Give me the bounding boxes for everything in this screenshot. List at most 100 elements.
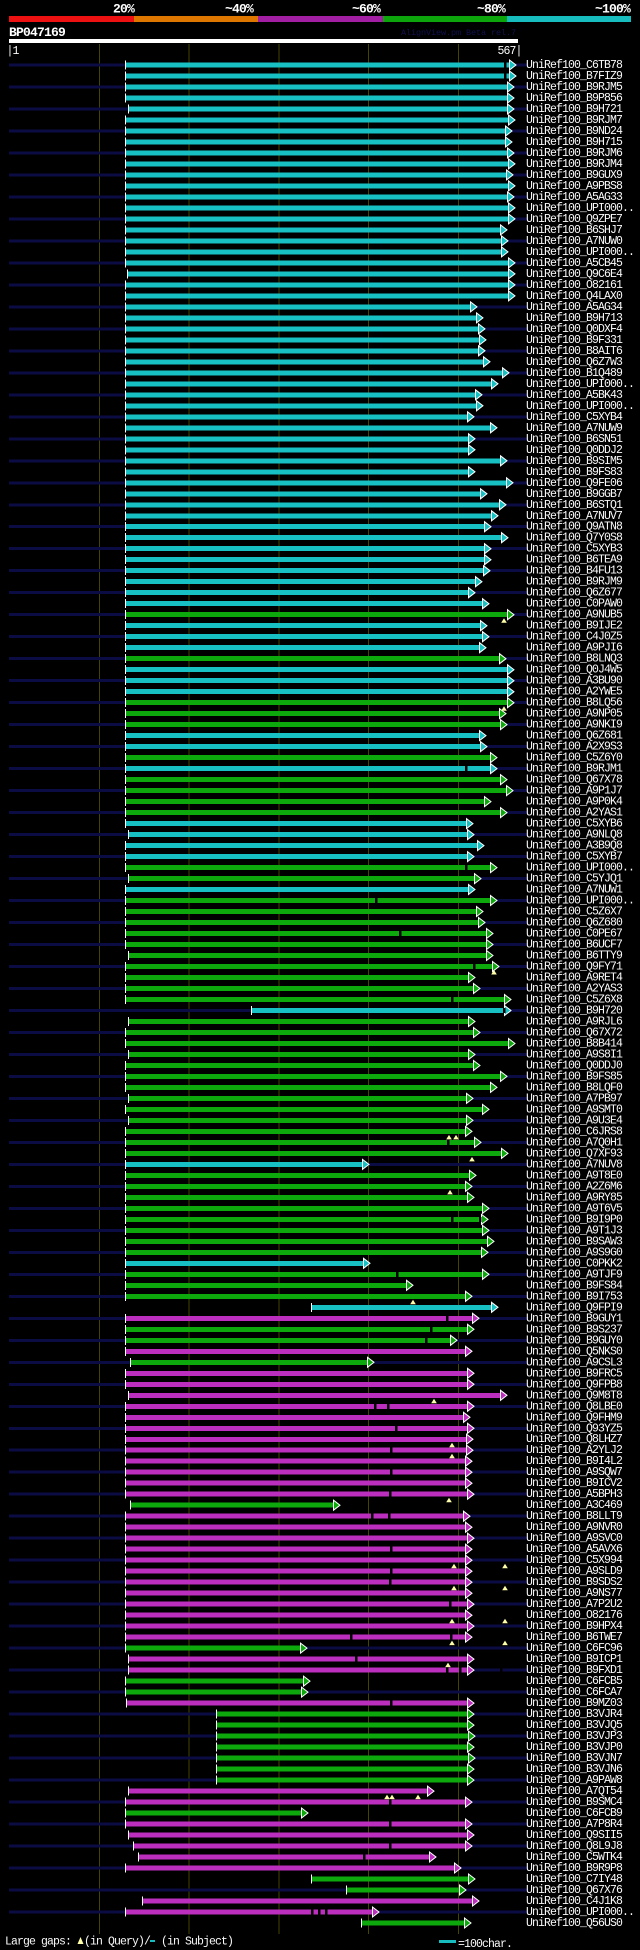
svg-text:UniRef100_B9RJM6: UniRef100_B9RJM6 (526, 147, 623, 160)
svg-text:UniRef100_B8LNQ3: UniRef100_B8LNQ3 (526, 653, 623, 666)
svg-text:UniRef100_A7NUV7: UniRef100_A7NUV7 (526, 510, 622, 523)
svg-text:UniRef100_B9I9P0: UniRef100_B9I9P0 (526, 1213, 623, 1226)
svg-text:UniRef100_B3VJP0: UniRef100_B3VJP0 (526, 1741, 623, 1754)
svg-text:UniRef100_A9NLQ8: UniRef100_A9NLQ8 (526, 829, 623, 842)
svg-text:UniRef100_C4J0Z5: UniRef100_C4J0Z5 (526, 631, 623, 644)
svg-text:UniRef100_B9GUY0: UniRef100_B9GUY0 (526, 1334, 623, 1347)
svg-text:UniRef100_B9F331: UniRef100_B9F331 (526, 334, 623, 347)
svg-text:UniRef100_A2X9S3: UniRef100_A2X9S3 (526, 741, 623, 754)
svg-text:UniRef100_A9NP05: UniRef100_A9NP05 (526, 708, 623, 721)
svg-text:UniRef100_Q9SII5: UniRef100_Q9SII5 (526, 1829, 623, 1842)
svg-text:=100char.: =100char. (458, 1938, 512, 1950)
svg-text:~60%: ~60% (352, 2, 381, 17)
svg-text:UniRef100_B9ICP1: UniRef100_B9ICP1 (526, 1653, 623, 1666)
svg-text:UniRef100_Q9ZPE7: UniRef100_Q9ZPE7 (526, 213, 622, 226)
svg-text:UniRef100_Q5NKS0: UniRef100_Q5NKS0 (526, 1345, 623, 1358)
svg-text:UniRef100_A9PBS8: UniRef100_A9PBS8 (526, 180, 623, 193)
svg-text:UniRef100_A7PB97: UniRef100_A7PB97 (526, 1092, 622, 1105)
svg-text:UniRef100_C4J1K8: UniRef100_C4J1K8 (526, 1895, 623, 1908)
svg-text:~80%: ~80% (477, 2, 506, 17)
svg-text:(in Query)/: (in Query)/ (84, 1936, 151, 1949)
svg-text:~100%: ~100% (595, 2, 631, 17)
svg-text:UniRef100_A9PJI6: UniRef100_A9PJI6 (526, 642, 623, 655)
svg-text:UniRef100_A7P8R4: UniRef100_A7P8R4 (526, 1818, 623, 1831)
svg-text:UniRef100_A9SLD9: UniRef100_A9SLD9 (526, 1565, 623, 1578)
svg-text:UniRef100_C6FCB9: UniRef100_C6FCB9 (526, 1807, 623, 1820)
svg-text:UniRef100_A7NUW0: UniRef100_A7NUW0 (526, 235, 623, 248)
svg-text:UniRef100_A9S8I1: UniRef100_A9S8I1 (526, 1049, 623, 1062)
svg-text:UniRef100_B9ICV2: UniRef100_B9ICV2 (526, 1477, 623, 1490)
svg-text:UniRef100_A7NUW1: UniRef100_A7NUW1 (526, 884, 623, 897)
svg-text:AlignView.pm Beta rel.7: AlignView.pm Beta rel.7 (401, 28, 516, 38)
svg-text:UniRef100_A9NS77: UniRef100_A9NS77 (526, 1587, 622, 1600)
svg-text:UniRef100_Q67X78: UniRef100_Q67X78 (526, 774, 623, 787)
svg-text:20%: 20% (113, 2, 135, 17)
svg-text:UniRef100_B9SAW3: UniRef100_B9SAW3 (526, 1235, 623, 1248)
svg-text:UniRef100_B3VJR4: UniRef100_B3VJR4 (526, 1708, 623, 1721)
svg-text:UniRef100_Q6Z680: UniRef100_Q6Z680 (526, 917, 623, 930)
svg-text:UniRef100_A9SQW7: UniRef100_A9SQW7 (526, 1466, 622, 1479)
svg-text:UniRef100_A9T8E0: UniRef100_A9T8E0 (526, 1169, 623, 1182)
svg-text:UniRef100_A9RY85: UniRef100_A9RY85 (526, 1191, 623, 1204)
svg-text:UniRef100_B6TTY9: UniRef100_B6TTY9 (526, 950, 623, 963)
svg-text:UniRef100_C5XYB7: UniRef100_C5XYB7 (526, 851, 622, 864)
svg-text:UniRef100_A9S9G0: UniRef100_A9S9G0 (526, 1246, 623, 1259)
svg-text:UniRef100_B3VJN6: UniRef100_B3VJN6 (526, 1763, 623, 1776)
svg-text:UniRef100_C5XYB3: UniRef100_C5XYB3 (526, 543, 623, 556)
svg-text:UniRef100_B9GUY1: UniRef100_B9GUY1 (526, 1312, 623, 1325)
svg-text:UniRef100_Q9FPB8: UniRef100_Q9FPB8 (526, 1378, 623, 1391)
svg-text:UniRef100_C6TB78: UniRef100_C6TB78 (526, 59, 623, 72)
svg-text:UniRef100_Q6Z7W3: UniRef100_Q6Z7W3 (526, 356, 623, 369)
svg-text:UniRef100_C5Z6Y0: UniRef100_C5Z6Y0 (526, 752, 623, 765)
svg-text:UniRef100_B6TEA9: UniRef100_B6TEA9 (526, 554, 623, 567)
svg-text:UniRef100_A3C469: UniRef100_A3C469 (526, 1499, 623, 1512)
svg-text:UniRef100_A3BU90: UniRef100_A3BU90 (526, 675, 623, 688)
svg-text:UniRef100_B9H715: UniRef100_B9H715 (526, 136, 623, 149)
svg-text:UniRef100_Q4LAX0: UniRef100_Q4LAX0 (526, 290, 623, 303)
svg-text:UniRef100_A5BK43: UniRef100_A5BK43 (526, 389, 623, 402)
svg-text:UniRef100_C0PE67: UniRef100_C0PE67 (526, 928, 622, 941)
svg-text:UniRef100_C5WTK4: UniRef100_C5WTK4 (526, 1851, 623, 1864)
svg-text:Large gaps:: Large gaps: (5, 1936, 71, 1949)
svg-text:UniRef100_A3B9Q8: UniRef100_A3B9Q8 (526, 840, 623, 853)
svg-text:UniRef100_B7FIZ9: UniRef100_B7FIZ9 (526, 70, 623, 83)
svg-text:UniRef100_C0PKK2: UniRef100_C0PKK2 (526, 1257, 623, 1270)
svg-text:UniRef100_B9FS83: UniRef100_B9FS83 (526, 466, 623, 479)
svg-text:UniRef100_A5AG33: UniRef100_A5AG33 (526, 191, 623, 204)
svg-text:UniRef100_A7P2U2: UniRef100_A7P2U2 (526, 1598, 623, 1611)
svg-text:UniRef100_A9P1J7: UniRef100_A9P1J7 (526, 785, 622, 798)
svg-text:UniRef100_Q8LHZ7: UniRef100_Q8LHZ7 (526, 1433, 622, 1446)
svg-text:UniRef100_C7IY48: UniRef100_C7IY48 (526, 1873, 623, 1886)
svg-text:UniRef100_B9IJE2: UniRef100_B9IJE2 (526, 620, 623, 633)
svg-text:UniRef100_B9GUX9: UniRef100_B9GUX9 (526, 169, 623, 182)
svg-text:UniRef100_C6FC96: UniRef100_C6FC96 (526, 1642, 623, 1655)
svg-text:UniRef100_C5YJQ1: UniRef100_C5YJQ1 (526, 873, 623, 886)
svg-text:UniRef100_A9TJF9: UniRef100_A9TJF9 (526, 1268, 623, 1281)
svg-text:UniRef100_A7NUW9: UniRef100_A7NUW9 (526, 422, 623, 435)
svg-text:~40%: ~40% (225, 2, 254, 17)
svg-text:UniRef100_A2Z6M6: UniRef100_A2Z6M6 (526, 1180, 623, 1193)
svg-text:UniRef100_UPI000..: UniRef100_UPI000.. (526, 246, 634, 259)
svg-text:UniRef100_B9SMC4: UniRef100_B9SMC4 (526, 1796, 623, 1809)
svg-text:UniRef100_Q67X76: UniRef100_Q67X76 (526, 1884, 623, 1897)
svg-text:UniRef100_B9H721: UniRef100_B9H721 (526, 103, 623, 116)
svg-text:UniRef100_A2YWE5: UniRef100_A2YWE5 (526, 686, 623, 699)
svg-text:UniRef100_A9T1J3: UniRef100_A9T1J3 (526, 1224, 623, 1237)
svg-text:UniRef100_C0PAW0: UniRef100_C0PAW0 (526, 598, 623, 611)
svg-text:UniRef100_UPI000..: UniRef100_UPI000.. (526, 862, 634, 875)
svg-text:UniRef100_B9RJM4: UniRef100_B9RJM4 (526, 158, 623, 171)
svg-text:UniRef100_A9NUB5: UniRef100_A9NUB5 (526, 609, 623, 622)
svg-text:UniRef100_B6UCF7: UniRef100_B6UCF7 (526, 939, 622, 952)
svg-text:UniRef100_A2YLJ2: UniRef100_A2YLJ2 (526, 1444, 623, 1457)
svg-text:UniRef100_C5XYB6: UniRef100_C5XYB6 (526, 818, 623, 831)
svg-text:UniRef100_A5CB45: UniRef100_A5CB45 (526, 257, 623, 270)
svg-text:UniRef100_Q7Y0S8: UniRef100_Q7Y0S8 (526, 532, 623, 545)
svg-text:UniRef100_B8AIT6: UniRef100_B8AIT6 (526, 345, 623, 358)
svg-text:UniRef100_Q67X72: UniRef100_Q67X72 (526, 1027, 623, 1040)
svg-text:|1: |1 (7, 45, 20, 58)
svg-text:UniRef100_A9T6V5: UniRef100_A9T6V5 (526, 1202, 623, 1215)
svg-text:UniRef100_A9CSL3: UniRef100_A9CSL3 (526, 1356, 623, 1369)
svg-text:UniRef100_B9S237: UniRef100_B9S237 (526, 1323, 622, 1336)
svg-text:UniRef100_B6SHJ7: UniRef100_B6SHJ7 (526, 224, 622, 237)
svg-text:UniRef100_B9P856: UniRef100_B9P856 (526, 92, 623, 105)
